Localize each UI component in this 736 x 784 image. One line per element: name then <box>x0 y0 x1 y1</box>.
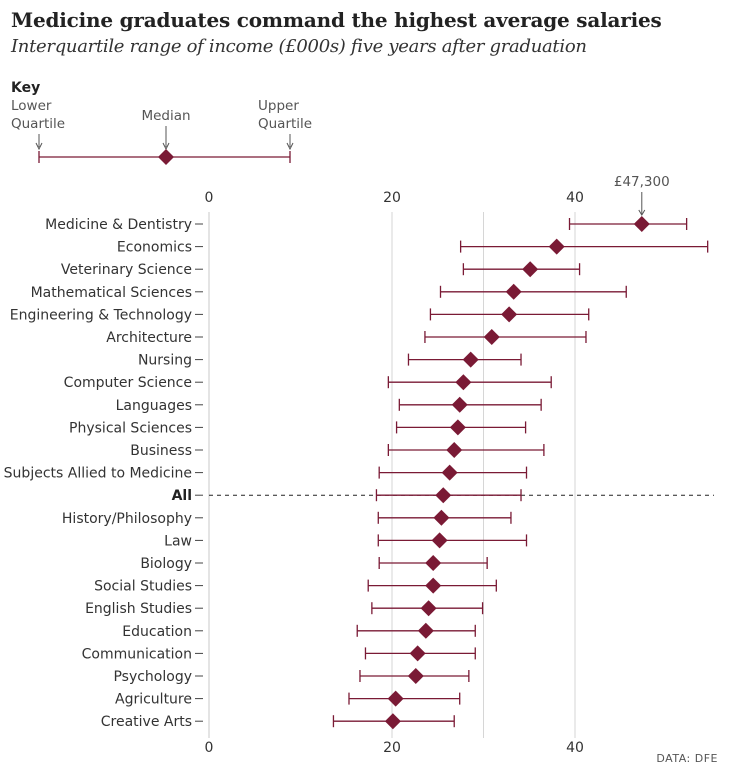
median-marker <box>420 600 437 617</box>
median-annotation-arrowhead <box>638 209 646 216</box>
category-label: Subjects Allied to Medicine <box>4 466 192 482</box>
x-tick-label-bottom: 0 <box>205 740 214 756</box>
category-label: Economics <box>117 240 192 256</box>
key-lower-arrowhead <box>35 142 43 151</box>
category-label: Veterinary Science <box>61 262 192 278</box>
category-label: Mathematical Sciences <box>31 285 192 301</box>
median-marker <box>387 690 404 707</box>
median-marker <box>505 283 522 300</box>
median-marker <box>446 442 463 458</box>
median-marker <box>451 396 468 413</box>
category-label: Business <box>130 443 192 459</box>
key-upper-arrowhead <box>286 142 294 151</box>
plot-area: 0 0 20 20 40 40 Medicine & Dentistry £47,300 Eco… <box>4 174 714 756</box>
x-tick-label-top: 20 <box>383 190 401 206</box>
median-marker <box>501 306 518 323</box>
key-lower-label-line2: Quartile <box>11 116 65 132</box>
category-label: Computer Science <box>64 375 192 391</box>
median-marker <box>548 238 565 255</box>
key-heading: Key <box>11 80 40 96</box>
category-label: English Studies <box>85 601 192 617</box>
x-tick-label-bottom: 40 <box>566 740 584 756</box>
median-marker <box>431 532 448 549</box>
median-marker <box>449 419 466 436</box>
key-median-label: Median <box>141 108 190 124</box>
chart-title: Medicine graduates command the highest a… <box>11 8 662 32</box>
category-label: Nursing <box>138 353 192 369</box>
median-marker <box>483 329 500 345</box>
median-marker <box>409 645 426 662</box>
category-label: All <box>172 488 192 504</box>
median-marker <box>455 374 472 391</box>
category-label: Psychology <box>113 669 192 685</box>
category-label: Education <box>122 624 192 640</box>
key-sample-median-marker <box>158 149 174 165</box>
category-label: Architecture <box>106 330 192 346</box>
median-marker <box>462 351 479 368</box>
x-tick-label-top: 0 <box>205 190 214 206</box>
key-lower-label-line1: Lower <box>11 98 52 114</box>
key-legend: Key Lower Quartile Median Upper Quartile <box>11 80 312 165</box>
median-marker <box>417 622 434 639</box>
category-label: History/Philosophy <box>62 511 192 527</box>
category-label: Social Studies <box>94 579 192 595</box>
x-tick-label-top: 40 <box>566 190 584 206</box>
median-marker <box>435 487 452 504</box>
median-marker <box>522 261 539 278</box>
median-marker <box>433 509 450 526</box>
source-note: DATA: DFE <box>656 752 718 765</box>
category-label: Communication <box>82 646 192 662</box>
median-annotation-label: £47,300 <box>614 174 670 190</box>
median-marker <box>425 555 442 571</box>
median-marker <box>407 668 424 684</box>
category-label: Law <box>164 533 192 549</box>
x-tick-label-bottom: 20 <box>383 740 401 756</box>
category-label: Languages <box>116 398 192 414</box>
key-upper-label-line2: Quartile <box>258 116 312 132</box>
chart-subtitle: Interquartile range of income (£000s) fi… <box>11 36 587 57</box>
median-marker <box>633 216 650 232</box>
category-label: Agriculture <box>115 692 192 708</box>
median-marker <box>384 713 401 730</box>
category-label: Engineering & Technology <box>10 307 192 323</box>
category-label: Physical Sciences <box>69 420 192 436</box>
category-label: Medicine & Dentistry <box>45 217 192 233</box>
median-marker <box>441 464 458 481</box>
category-label: Biology <box>140 556 192 572</box>
category-label: Creative Arts <box>101 714 192 730</box>
key-upper-label-line1: Upper <box>258 98 299 114</box>
median-marker <box>425 577 442 594</box>
